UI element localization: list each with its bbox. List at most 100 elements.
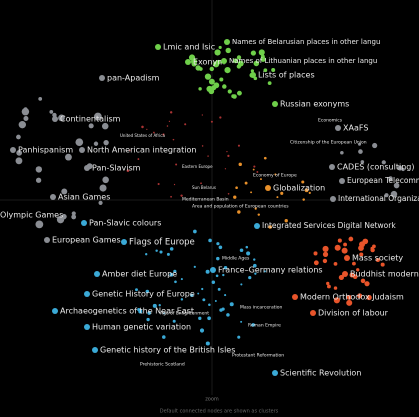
node-dot — [280, 191, 284, 195]
zoom-label[interactable]: zoom — [205, 397, 219, 403]
node-dot — [98, 200, 103, 205]
node-label[interactable]: Globalization — [273, 184, 325, 193]
node-dot — [322, 245, 329, 252]
node-label[interactable]: Mediterranean Basin — [182, 197, 229, 203]
node-label[interactable]: Amber diet Europe — [102, 270, 177, 279]
node-dot — [44, 237, 50, 243]
node-dot — [337, 238, 342, 243]
node-dot — [322, 258, 328, 264]
node-dot — [260, 178, 262, 181]
node-dot — [329, 164, 335, 170]
node-dot — [236, 55, 242, 60]
node-label[interactable]: Lists of places — [258, 71, 315, 80]
node-dot — [204, 73, 212, 80]
node-label[interactable]: United States of Africa — [120, 133, 165, 138]
node-dot — [121, 239, 127, 245]
node-dot — [401, 167, 405, 172]
node-label[interactable]: Continentalism — [60, 115, 121, 124]
node-dot — [23, 116, 29, 122]
node-label[interactable]: European Games — [52, 236, 121, 245]
node-dot — [313, 260, 319, 266]
node-label[interactable]: Middle Ages — [222, 256, 250, 262]
node-label[interactable]: Pan-Slavism — [92, 164, 141, 173]
node-label[interactable]: Sun Belarus — [192, 185, 216, 190]
node-label[interactable]: France–Germany relations — [218, 266, 323, 275]
node-label[interactable]: Division of labour — [318, 309, 389, 318]
node-dot — [147, 311, 152, 315]
node-dot — [16, 150, 23, 156]
node-label[interactable]: Exonym — [193, 58, 225, 67]
node-dot — [301, 180, 305, 184]
node-dot — [102, 176, 109, 184]
node-label[interactable]: Citizenship of the European Union — [290, 140, 367, 146]
node-dot — [93, 141, 99, 146]
node-label[interactable]: Age of Enlightenment — [160, 311, 209, 317]
node-label[interactable]: Integrated Services Digital Network — [262, 221, 396, 230]
node-label[interactable]: Lmic and Isic — [163, 43, 215, 52]
node-dot — [233, 58, 238, 64]
node-label[interactable]: Olympic Games — [0, 211, 63, 220]
node-dot — [222, 84, 227, 89]
node-label[interactable]: Economics — [318, 118, 343, 124]
node-label[interactable]: Economy of Europe — [253, 173, 297, 179]
node-dot — [263, 68, 268, 73]
node-dot — [35, 220, 44, 229]
node-dot — [254, 272, 257, 275]
node-label[interactable]: Human genetic variation — [92, 323, 191, 332]
node-label[interactable]: Eastern Europe — [182, 164, 213, 169]
node-label[interactable]: XAaFS — [343, 124, 368, 133]
node-dot — [250, 69, 255, 73]
node-dot — [250, 72, 256, 78]
node-label[interactable]: Genetic History of Europe — [92, 290, 195, 299]
node-label[interactable]: Protestant Reformation — [232, 353, 284, 359]
node-dot — [170, 195, 172, 198]
node-label[interactable]: Mass society — [352, 254, 403, 263]
node-dot — [141, 125, 144, 129]
node-dot — [360, 160, 365, 164]
node-dot — [162, 335, 166, 339]
node-dot — [175, 163, 178, 166]
node-label[interactable]: Mass incarceration — [240, 305, 282, 311]
node-label[interactable]: Buddhist modernism — [350, 270, 419, 279]
node-dot — [153, 131, 155, 134]
node-dot — [193, 229, 197, 234]
node-label[interactable]: Scientific Revolution — [280, 369, 361, 378]
node-dot — [227, 154, 230, 158]
node-label[interactable]: Names of Lithuanian places in other lang… — [229, 57, 377, 65]
node-label[interactable]: International Organization for Sta — [338, 194, 419, 203]
node-dot — [208, 78, 215, 85]
node-dot — [219, 77, 224, 82]
node-label[interactable]: Panhispanism — [18, 146, 73, 155]
node-label[interactable]: Names of Belarusian places in other lang… — [232, 38, 380, 46]
node-label[interactable]: CADES (consulting) — [337, 163, 414, 172]
node-dot — [237, 335, 241, 339]
node-dot — [302, 198, 305, 201]
node-dot — [253, 258, 256, 261]
node-dot — [169, 111, 173, 114]
node-label[interactable]: Asian Games — [58, 193, 110, 202]
node-dot — [263, 156, 267, 160]
node-label[interactable]: Russian exonyms — [280, 100, 349, 109]
node-dot — [313, 251, 318, 256]
node-label[interactable]: Pan-Slavic colours — [89, 219, 161, 228]
node-dot — [258, 49, 265, 56]
node-dot — [238, 162, 242, 167]
node-dot — [348, 236, 354, 242]
node-label[interactable]: Genetic history of the British Isles — [100, 346, 235, 355]
node-label[interactable]: Flags of Europe — [129, 238, 195, 248]
node-dot — [61, 188, 68, 195]
node-label[interactable]: Roman Empire — [248, 323, 281, 329]
node-dot — [326, 281, 330, 286]
node-label[interactable]: Prehistoric Scotland — [140, 362, 185, 368]
node-dot — [214, 300, 217, 302]
node-label[interactable]: pan-Apadism — [107, 74, 160, 83]
node-label[interactable]: North American integration — [87, 146, 196, 155]
node-dot — [274, 173, 277, 176]
node-dot — [10, 147, 16, 153]
node-dot — [71, 211, 76, 216]
node-label[interactable]: Area and population of European countrie… — [192, 204, 289, 210]
node-label[interactable]: Archaeogenetics of the Near East — [60, 307, 194, 316]
node-label[interactable]: European Telecommunication — [347, 176, 419, 185]
node-dot — [235, 186, 238, 190]
node-label[interactable]: Modern Orthodox Judaism — [300, 293, 404, 302]
